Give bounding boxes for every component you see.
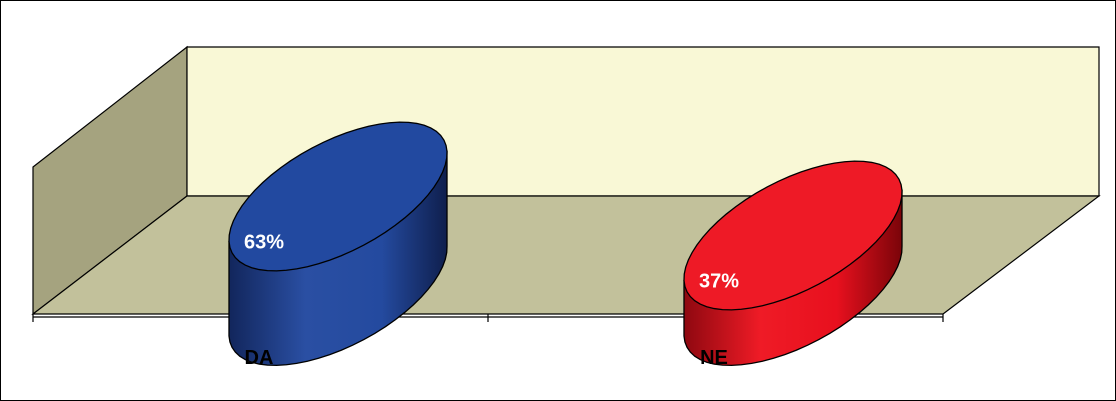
chart-bars: 63% 37% [228,121,903,367]
data-label-da: 63% [244,232,284,254]
data-label-ne: 37% [699,271,739,293]
bar-da-top [228,121,448,272]
chart-floor [31,195,1101,315]
category-label-da: DA [245,347,274,369]
category-label-ne: NE [700,347,728,369]
bar-ne-top [683,160,903,311]
